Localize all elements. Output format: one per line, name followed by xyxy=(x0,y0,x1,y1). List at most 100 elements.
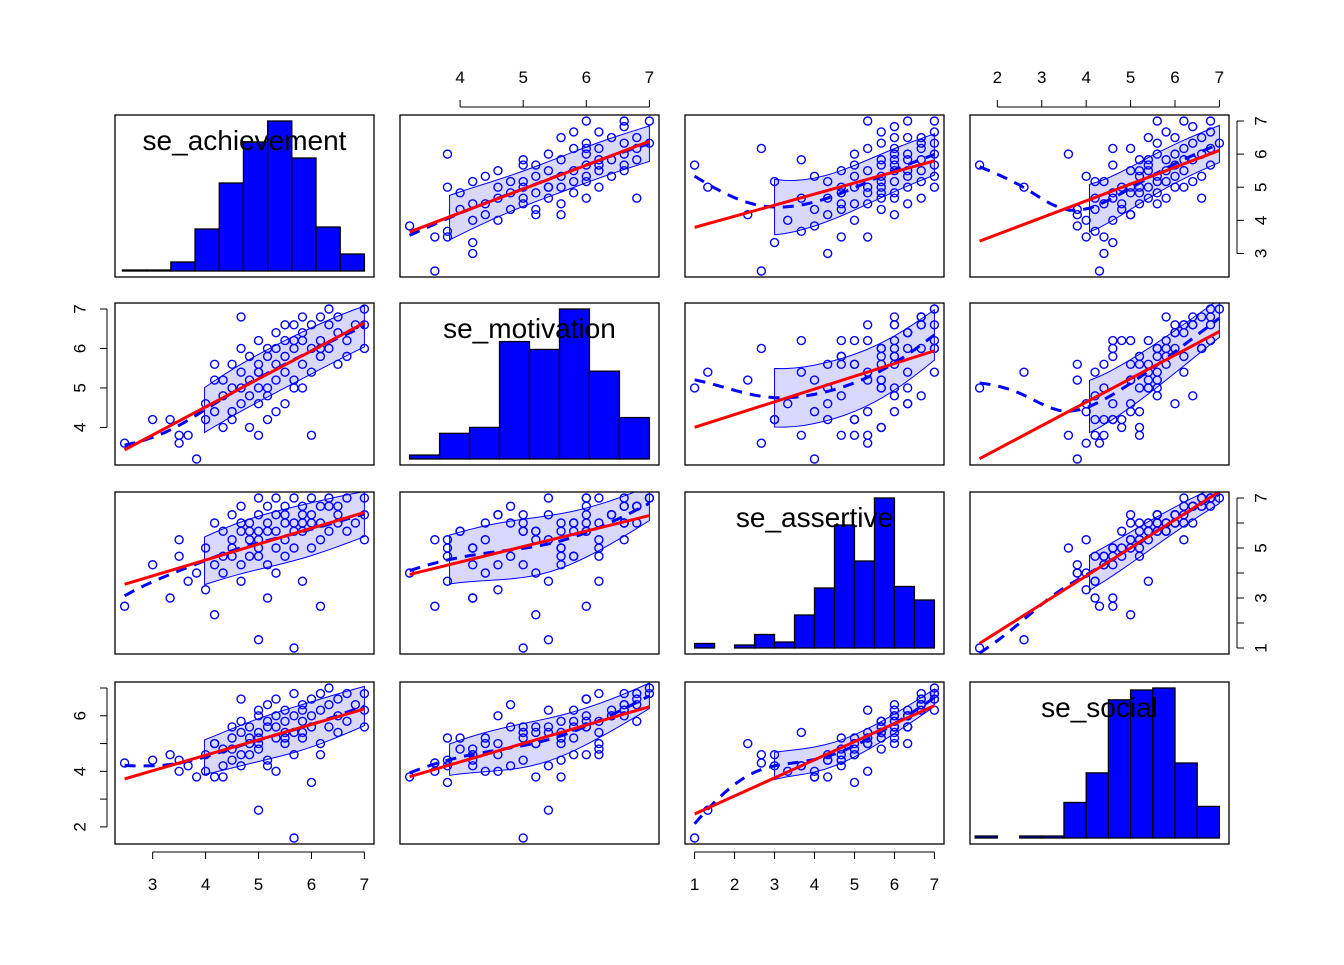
data-point xyxy=(1170,320,1180,330)
data-point xyxy=(253,805,264,815)
data-point xyxy=(1143,335,1154,346)
panel-content xyxy=(119,492,370,653)
data-point xyxy=(1063,430,1074,441)
data-point xyxy=(581,143,591,154)
tick-label: 7 xyxy=(645,68,654,87)
data-point xyxy=(581,138,591,148)
data-point xyxy=(1072,210,1082,220)
tick-label: 5 xyxy=(254,875,263,894)
panel-frame xyxy=(684,302,945,466)
data-point xyxy=(619,165,629,176)
data-point xyxy=(480,766,491,777)
data-point xyxy=(1099,248,1109,259)
data-point xyxy=(289,688,299,699)
data-point xyxy=(568,705,579,715)
data-point xyxy=(796,226,807,236)
tick-label: 2 xyxy=(70,822,89,831)
panel-frame xyxy=(114,681,375,845)
data-point xyxy=(809,375,820,385)
data-point xyxy=(1090,204,1100,215)
scatter-panel-se_assertive-vs-se_social xyxy=(969,491,1230,655)
histogram-bar xyxy=(1085,772,1110,839)
data-point xyxy=(531,171,541,181)
tick-label: 6 xyxy=(890,875,899,894)
data-point xyxy=(902,705,913,715)
data-point xyxy=(1125,406,1136,417)
data-point xyxy=(350,518,361,528)
data-point xyxy=(619,138,629,148)
data-point xyxy=(1108,193,1118,203)
data-point xyxy=(297,576,308,586)
data-point xyxy=(1125,399,1136,409)
data-point xyxy=(889,699,900,710)
data-point xyxy=(1094,266,1105,276)
data-point xyxy=(619,116,629,126)
data-point xyxy=(1072,375,1082,385)
data-point xyxy=(468,593,478,603)
data-point xyxy=(916,312,926,322)
data-point xyxy=(689,833,700,843)
data-point xyxy=(916,165,926,176)
data-point xyxy=(783,399,793,409)
spread-band xyxy=(204,492,365,586)
data-point xyxy=(531,727,541,738)
data-point xyxy=(1117,526,1127,536)
data-point xyxy=(849,749,860,760)
data-point xyxy=(1090,367,1100,377)
regression-line xyxy=(409,139,650,234)
data-point xyxy=(1090,430,1100,441)
panel-content xyxy=(408,308,651,460)
tick-label: 7 xyxy=(360,875,369,894)
data-point xyxy=(505,204,516,215)
data-point xyxy=(518,727,528,738)
tick-label: 4 xyxy=(810,875,819,894)
data-point xyxy=(350,699,361,710)
data-point xyxy=(442,149,453,159)
data-point xyxy=(253,430,264,441)
data-point xyxy=(271,711,281,721)
data-point xyxy=(1196,343,1207,354)
regression-line xyxy=(979,149,1220,243)
panel-frame xyxy=(399,491,660,655)
data-point xyxy=(1152,199,1162,209)
data-point xyxy=(1188,391,1198,401)
data-point xyxy=(1108,601,1118,611)
data-point xyxy=(809,221,820,231)
data-point xyxy=(253,367,264,377)
data-point xyxy=(929,688,940,699)
data-point xyxy=(518,560,528,570)
data-point xyxy=(165,593,175,603)
data-point xyxy=(1099,560,1109,570)
data-point xyxy=(556,199,566,209)
data-point xyxy=(632,132,642,143)
data-point xyxy=(1125,510,1136,520)
data-point xyxy=(493,510,503,520)
data-point xyxy=(253,744,264,754)
data-point xyxy=(1081,438,1091,448)
data-point xyxy=(262,755,273,765)
histogram-bar xyxy=(468,426,501,460)
scatter-panel-se_achievement-vs-se_social xyxy=(969,114,1230,278)
data-point xyxy=(876,744,886,754)
data-point xyxy=(568,127,579,137)
data-point xyxy=(1152,149,1162,159)
tick-label: 5 xyxy=(1126,68,1135,87)
data-point xyxy=(543,576,554,586)
data-point xyxy=(902,116,913,126)
data-point xyxy=(1117,335,1127,346)
histogram-bar xyxy=(813,587,836,649)
data-point xyxy=(236,383,246,393)
data-point xyxy=(929,367,940,377)
data-point xyxy=(236,761,246,771)
data-point xyxy=(889,149,900,159)
data-point xyxy=(1090,414,1100,425)
data-point xyxy=(253,335,264,346)
data-point xyxy=(324,526,334,536)
data-point xyxy=(889,705,900,715)
data-point xyxy=(876,182,886,192)
data-point xyxy=(849,215,860,226)
data-point xyxy=(606,171,617,181)
data-point xyxy=(1108,593,1118,603)
data-point xyxy=(280,351,290,362)
data-point xyxy=(594,182,604,192)
